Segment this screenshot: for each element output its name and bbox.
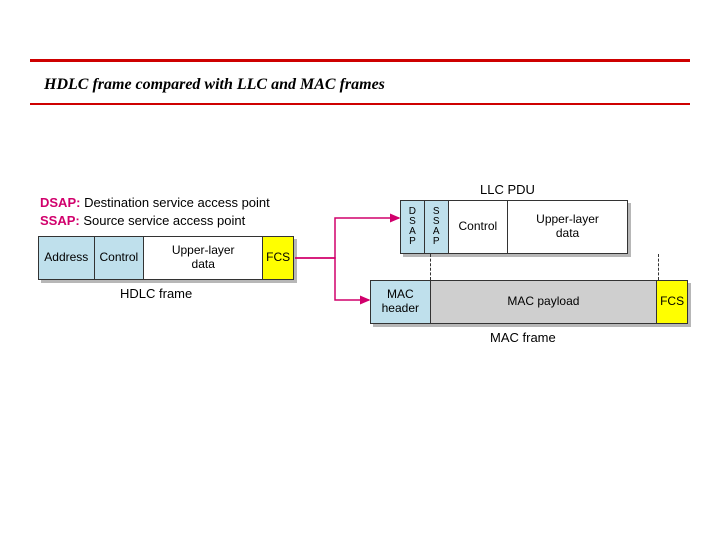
dsap-text: Destination service access point — [80, 195, 269, 210]
hdlc-cell-2: Upper-layerdata — [144, 237, 263, 279]
llc-cell-2: Control — [449, 201, 508, 253]
ssap-definition: SSAP: Source service access point — [40, 213, 245, 228]
dashed-line-right — [658, 254, 659, 280]
llc-cell-1: SSAP — [425, 201, 449, 253]
hdlc-cell-0: Address — [39, 237, 95, 279]
hdlc-cell-3: FCS — [263, 237, 293, 279]
ssap-abbr: SSAP: — [40, 213, 80, 228]
dashed-line-left — [430, 254, 431, 280]
ssap-text: Source service access point — [80, 213, 245, 228]
mac-cell-0: MACheader — [371, 281, 431, 323]
page-title: HDLC frame compared with LLC and MAC fra… — [44, 76, 385, 94]
hdlc-frame-label: HDLC frame — [120, 286, 192, 301]
mac-cell-2: FCS — [657, 281, 687, 323]
llc-cell-3: Upper-layerdata — [508, 201, 627, 253]
mac-cell-1: MAC payload — [431, 281, 658, 323]
dsap-abbr: DSAP: — [40, 195, 80, 210]
hdlc-cell-1: Control — [95, 237, 145, 279]
bottom-rule — [30, 103, 690, 105]
mac-frame: MACheaderMAC payloadFCS — [370, 280, 688, 324]
llc-pdu: DSAPSSAPControlUpper-layerdata — [400, 200, 628, 254]
llc-cell-0: DSAP — [401, 201, 425, 253]
top-rule — [30, 59, 690, 62]
llc-pdu-label: LLC PDU — [480, 182, 535, 197]
hdlc-frame: AddressControlUpper-layerdataFCS — [38, 236, 294, 280]
mac-frame-label: MAC frame — [490, 330, 556, 345]
dsap-definition: DSAP: Destination service access point — [40, 195, 270, 210]
